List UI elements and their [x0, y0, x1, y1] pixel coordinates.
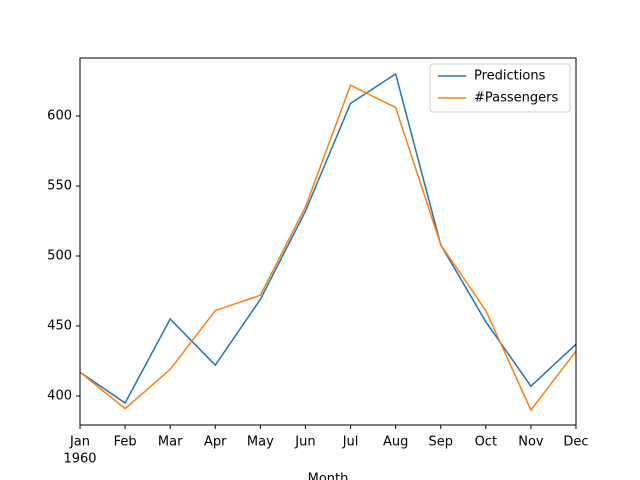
legend-label: #Passengers — [474, 91, 558, 106]
x-tick-label: May — [247, 435, 274, 450]
x-tick-label: Jul — [342, 435, 359, 450]
legend-label: Predictions — [474, 69, 546, 84]
x-axis-label: Month — [308, 472, 349, 480]
y-tick-label: 600 — [47, 108, 72, 123]
y-tick-label: 400 — [47, 389, 72, 404]
x-tick-label: Feb — [114, 435, 137, 450]
y-tick-label: 450 — [47, 319, 72, 334]
plot-frame — [79, 57, 577, 426]
x-tick-label: Jun — [294, 435, 315, 450]
x-sublabel: 1960 — [63, 452, 96, 467]
x-tick-label: Nov — [518, 435, 544, 450]
x-tick-label: Apr — [204, 435, 227, 450]
line-series — [79, 84, 577, 412]
x-tick-label: Dec — [563, 435, 588, 450]
x-tick-label: Aug — [383, 435, 408, 450]
x-tick-label: Sep — [428, 435, 453, 450]
y-tick-label: 550 — [47, 178, 72, 193]
x-tick-label: Oct — [475, 435, 497, 450]
x-tick-label: Jan — [69, 435, 90, 450]
x-tick-label: Mar — [158, 435, 183, 450]
line-series — [79, 72, 577, 405]
y-tick-label: 500 — [47, 248, 72, 263]
